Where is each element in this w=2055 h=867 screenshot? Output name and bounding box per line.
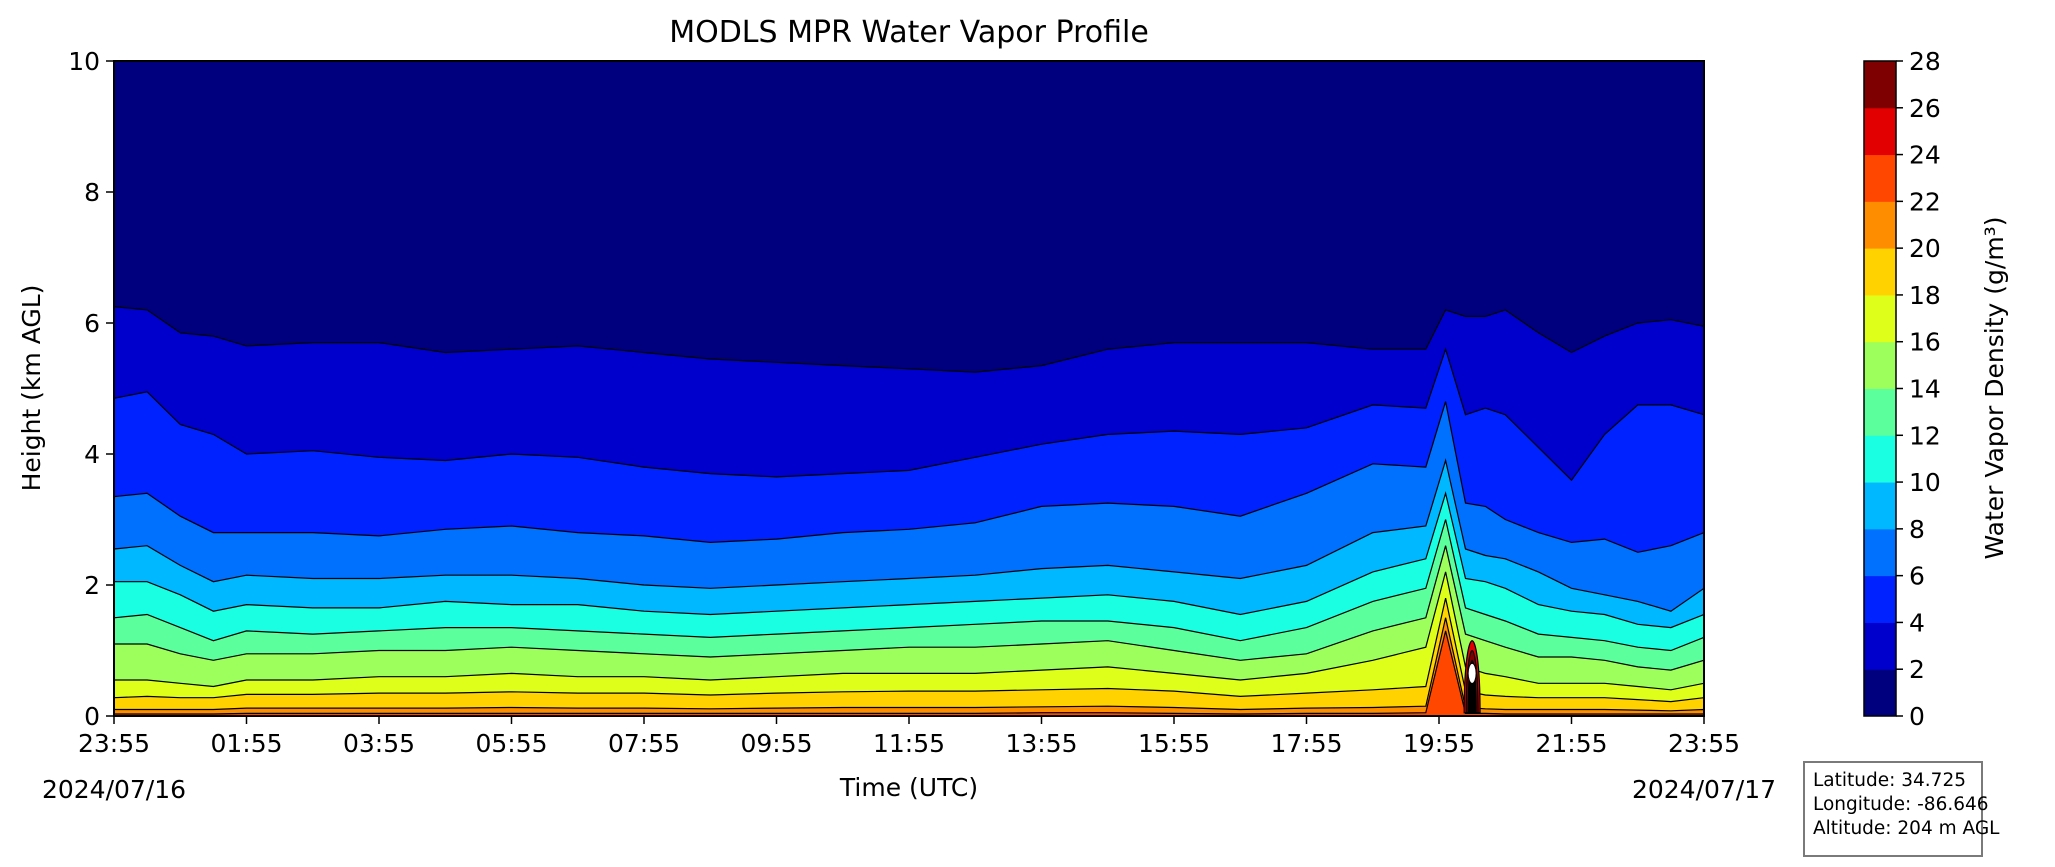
- x-tick-label: 11:55: [873, 729, 945, 758]
- colorbar-segment: [1864, 61, 1896, 109]
- x-tick-label: 07:55: [608, 729, 680, 758]
- x-tick-label: 23:55: [78, 729, 150, 758]
- colorbar-segment: [1864, 528, 1896, 577]
- colorbar-tick-label: 12: [1909, 421, 1941, 450]
- colorbar-tick-label: 24: [1909, 141, 1941, 170]
- x-end-date: 2024/07/17: [1632, 775, 1776, 804]
- y-tick-label: 8: [84, 178, 100, 207]
- colorbar-segment: [1864, 201, 1896, 249]
- x-tick-label: 23:55: [1668, 729, 1740, 758]
- colorbar-tick-label: 6: [1909, 562, 1925, 591]
- colorbar-segment: [1864, 294, 1896, 343]
- y-tick-label: 2: [84, 571, 100, 600]
- x-tick-label: 21:55: [1535, 729, 1607, 758]
- x-tick-label: 01:55: [210, 729, 282, 758]
- colorbar-segment: [1864, 575, 1896, 623]
- colorbar-tick-label: 28: [1909, 47, 1941, 76]
- colorbar-label: Water Vapor Density (g/m³): [1980, 217, 2009, 560]
- band-20-22: [114, 617, 1704, 716]
- plume-core: [1467, 662, 1477, 684]
- x-axis-label: Time (UTC): [839, 773, 978, 802]
- colorbar-tick-label: 0: [1909, 702, 1925, 731]
- station-info-box: Latitude: 34.725 Longitude: -86.646 Alti…: [1803, 761, 2000, 857]
- colorbar-segment: [1864, 622, 1896, 670]
- x-tick-label: 05:55: [475, 729, 547, 758]
- colorbar-tick-label: 20: [1909, 234, 1941, 263]
- band-22-24: [114, 630, 1704, 716]
- colorbar-segment: [1864, 107, 1896, 156]
- colorbar-tick-label: 26: [1909, 94, 1941, 123]
- band-16-18: [114, 571, 1704, 716]
- colorbar-tick-label: 18: [1909, 281, 1941, 310]
- colorbar-segment: [1864, 435, 1896, 483]
- colorbar-segment: [1864, 341, 1896, 389]
- x-start-date: 2024/07/16: [42, 775, 186, 804]
- colorbar-segment: [1864, 154, 1896, 202]
- colorbar-tick-label: 4: [1909, 608, 1925, 637]
- altitude-text: Altitude: 204 m AGL: [1813, 818, 2000, 839]
- colorbar-segment: [1864, 248, 1896, 296]
- colorbar-tick-label: 14: [1909, 375, 1941, 404]
- y-tick-label: 4: [84, 440, 100, 469]
- y-axis-label: Height (km AGL): [17, 285, 46, 492]
- longitude-text: Longitude: -86.646: [1813, 794, 1989, 815]
- x-tick-label: 15:55: [1138, 729, 1210, 758]
- colorbar-tick-label: 8: [1909, 515, 1925, 544]
- latitude-text: Latitude: 34.725: [1813, 770, 1966, 791]
- colorbar-segment: [1864, 388, 1896, 436]
- x-tick-label: 03:55: [343, 729, 415, 758]
- colorbar-tick-label: 22: [1909, 187, 1941, 216]
- colorbar-segment: [1864, 669, 1896, 717]
- contour-plot-area: [114, 61, 1704, 716]
- y-tick-label: 0: [84, 702, 100, 731]
- band-18-20: [114, 597, 1704, 716]
- x-tick-label: 09:55: [740, 729, 812, 758]
- y-tick-label: 6: [84, 309, 100, 338]
- x-tick-label: 19:55: [1403, 729, 1475, 758]
- y-tick-label: 10: [68, 47, 100, 76]
- colorbar-segment: [1864, 482, 1896, 530]
- x-tick-label: 17:55: [1270, 729, 1342, 758]
- y-axis: 0 2 4 6 8 10: [68, 47, 114, 731]
- x-axis: 23:55 01:55 03:55 05:55 07:55 09:55 11:55 13:55…: [78, 716, 1740, 758]
- colorbar-tick-label: 2: [1909, 655, 1925, 684]
- x-tick-label: 13:55: [1005, 729, 1077, 758]
- colorbar-tick-label: 10: [1909, 468, 1941, 497]
- colorbar-tick-label: 16: [1909, 328, 1941, 357]
- chart-title: MODLS MPR Water Vapor Profile: [669, 15, 1149, 50]
